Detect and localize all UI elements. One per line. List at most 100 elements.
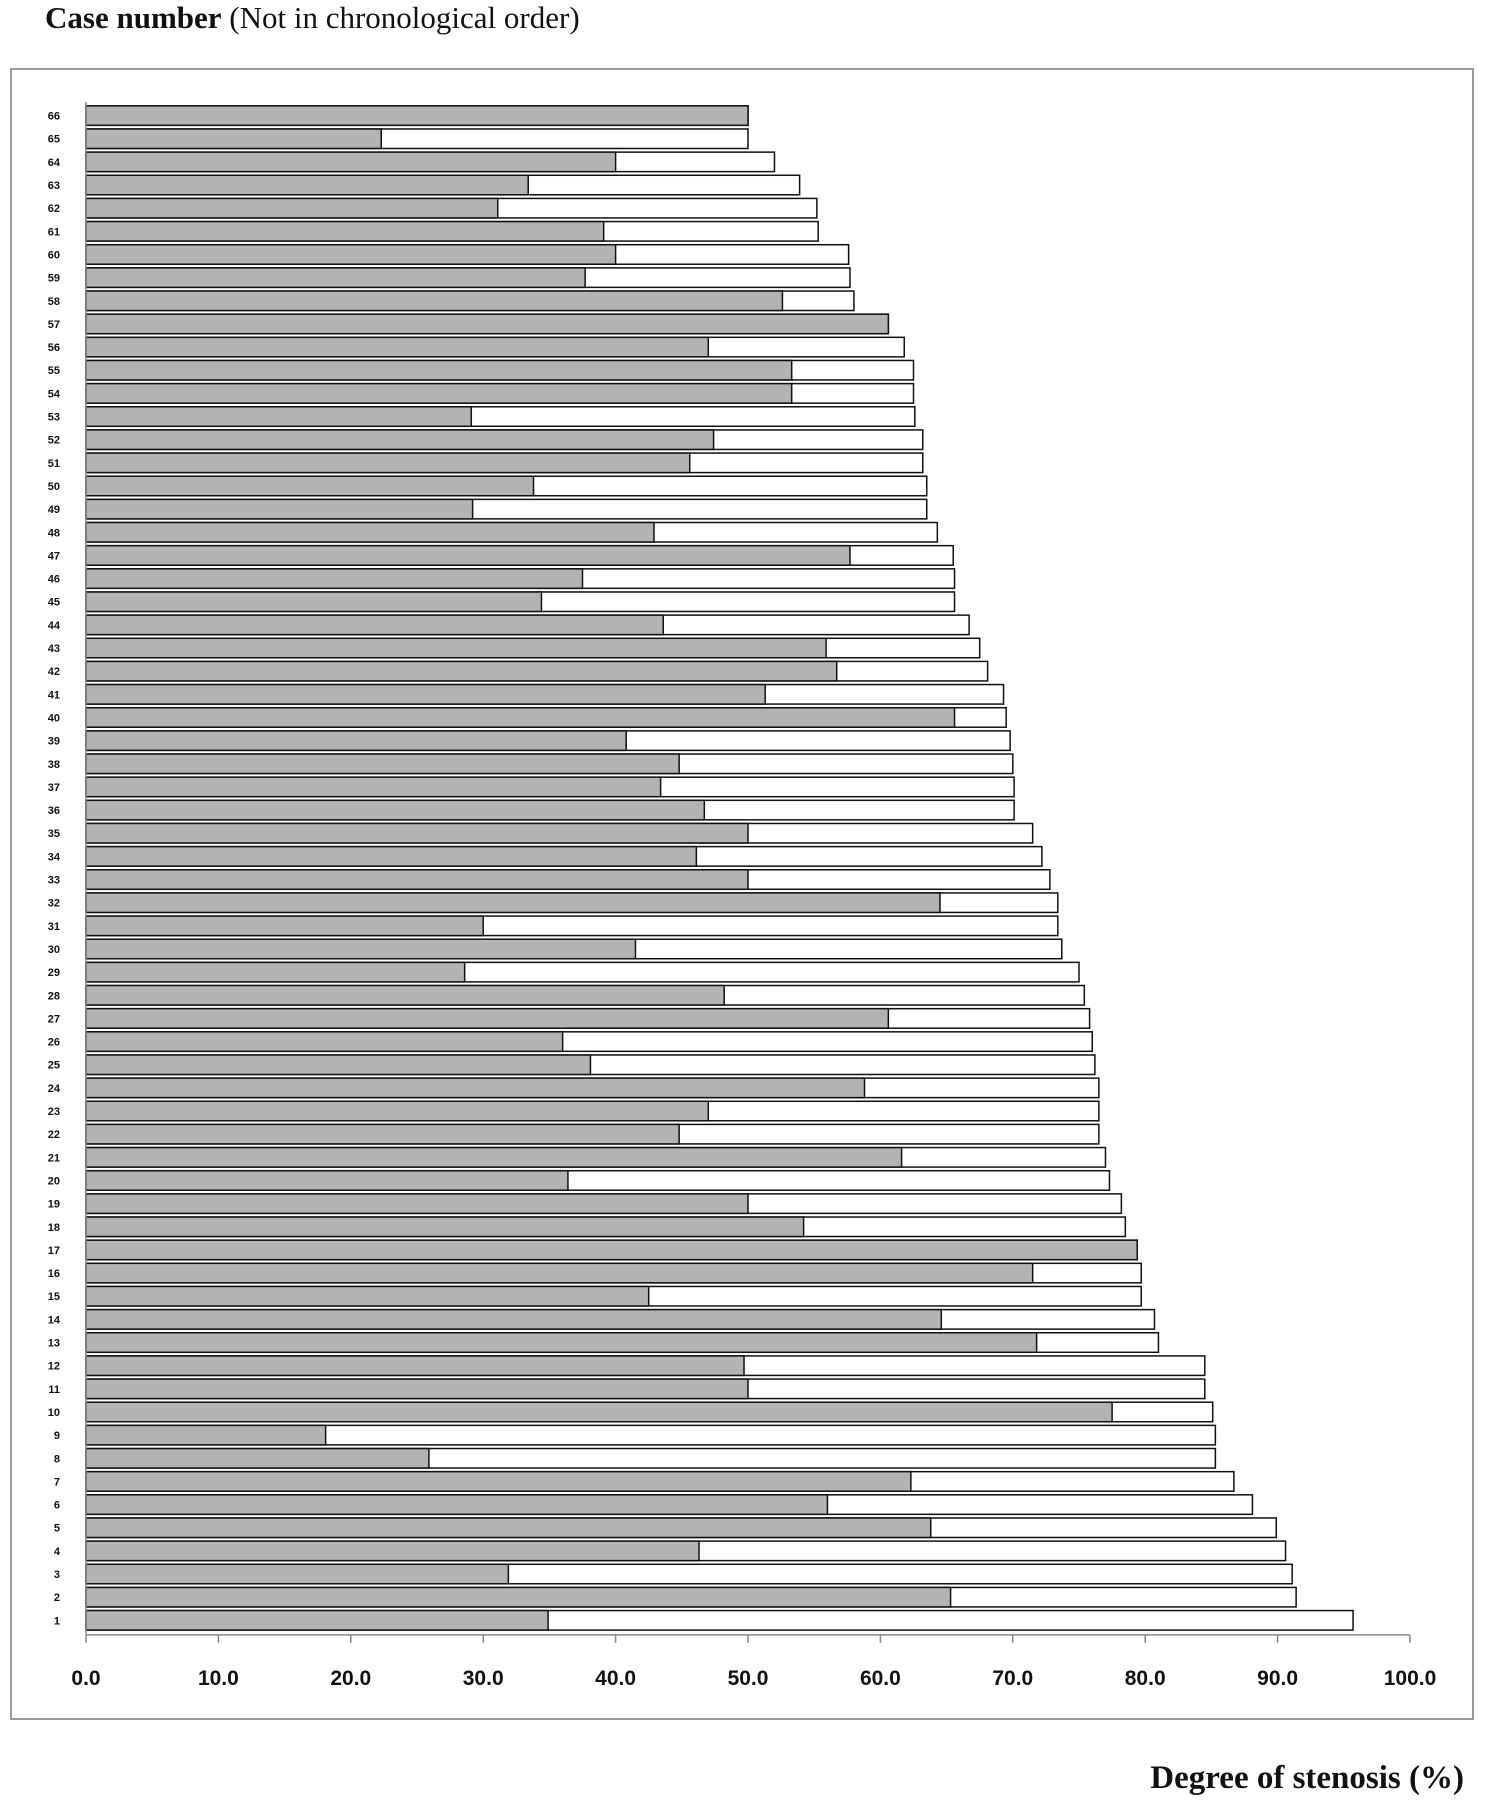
bar-inner xyxy=(85,313,890,335)
category-label: 31 xyxy=(48,921,60,933)
bar-inner xyxy=(85,1054,592,1076)
bar-inner xyxy=(85,359,793,381)
category-label: 28 xyxy=(48,990,60,1002)
category-label: 15 xyxy=(48,1291,60,1303)
bar-inner xyxy=(85,1146,903,1168)
bar-inner xyxy=(85,267,586,289)
bar-inner xyxy=(85,1332,1038,1354)
category-label: 61 xyxy=(48,226,60,238)
bar-inner xyxy=(85,799,706,821)
category-label: 32 xyxy=(48,898,60,910)
category-label: 36 xyxy=(48,805,60,817)
bar-inner xyxy=(85,961,466,983)
category-label: 41 xyxy=(48,689,60,701)
category-label: 25 xyxy=(48,1060,60,1072)
category-label: 21 xyxy=(48,1152,60,1164)
category-label: 47 xyxy=(48,550,60,562)
bar-inner xyxy=(85,1262,1034,1284)
category-label: 20 xyxy=(48,1175,60,1187)
bar-inner xyxy=(85,243,617,265)
category-label: 34 xyxy=(48,851,61,863)
category-label: 30 xyxy=(48,944,60,956)
bar-inner xyxy=(85,1470,912,1492)
category-label: 45 xyxy=(48,597,60,609)
bar-inner xyxy=(85,822,749,844)
category-label: 62 xyxy=(48,203,60,215)
category-label: 1 xyxy=(54,1615,60,1627)
chart-title-bold: Case number xyxy=(45,0,222,35)
category-label: 2 xyxy=(54,1592,60,1604)
bar-inner xyxy=(85,1285,650,1307)
bar-inner xyxy=(85,105,749,127)
bar-inner xyxy=(85,1401,1113,1423)
bar-inner xyxy=(85,475,535,497)
category-label: 10 xyxy=(48,1407,60,1419)
category-label: 64 xyxy=(48,157,61,169)
bar-inner xyxy=(85,1100,710,1122)
category-label: 43 xyxy=(48,643,60,655)
category-label: 26 xyxy=(48,1037,60,1049)
category-label: 22 xyxy=(48,1129,60,1141)
category-label: 19 xyxy=(48,1199,60,1211)
bar-inner xyxy=(85,915,484,937)
bar-inner xyxy=(85,1239,1139,1261)
category-label: 11 xyxy=(48,1384,60,1396)
category-label: 59 xyxy=(48,273,60,285)
bar-inner xyxy=(85,197,499,219)
category-label: 3 xyxy=(54,1569,60,1581)
category-label: 48 xyxy=(48,527,60,539)
category-label: 54 xyxy=(48,388,61,400)
category-label: 5 xyxy=(54,1523,60,1535)
bar-inner xyxy=(85,1077,866,1099)
bar-inner xyxy=(85,544,851,566)
bar-inner xyxy=(85,1378,749,1400)
x-tick-label: 40.0 xyxy=(595,1667,636,1690)
bar-inner xyxy=(85,128,383,150)
bar-inner xyxy=(85,1123,680,1145)
category-label: 35 xyxy=(48,828,60,840)
category-label: 42 xyxy=(48,666,60,678)
chart-title-subtitle: (Not in chronological order) xyxy=(221,0,580,35)
bar-inner xyxy=(85,637,827,659)
x-tick-label: 60.0 xyxy=(860,1667,901,1690)
x-tick-label: 10.0 xyxy=(198,1667,239,1690)
bar-inner xyxy=(85,406,473,428)
category-label: 13 xyxy=(48,1338,60,1350)
bar-inner xyxy=(85,498,474,520)
chart-title: Case number (Not in chronological order) xyxy=(45,0,580,36)
category-label: 4 xyxy=(54,1546,61,1558)
bar-inner xyxy=(85,1540,700,1562)
category-label: 51 xyxy=(48,458,60,470)
bar-inner xyxy=(85,869,749,891)
category-label: 37 xyxy=(48,782,60,794)
category-label: 24 xyxy=(48,1083,61,1095)
x-tick-label: 80.0 xyxy=(1125,1667,1166,1690)
category-label: 8 xyxy=(54,1453,60,1465)
bar-inner xyxy=(85,683,766,705)
category-label: 66 xyxy=(48,111,60,123)
category-label: 38 xyxy=(48,759,60,771)
bar-inner xyxy=(85,1563,510,1585)
category-label: 58 xyxy=(48,296,60,308)
bar-inner xyxy=(85,1031,564,1053)
category-label: 52 xyxy=(48,435,60,447)
bar-inner xyxy=(85,1517,932,1539)
category-label: 39 xyxy=(48,736,60,748)
category-label: 9 xyxy=(54,1430,60,1442)
bar-inner xyxy=(85,382,793,404)
bar-inner xyxy=(85,1007,890,1029)
category-label: 33 xyxy=(48,875,60,887)
bar-inner xyxy=(85,1216,805,1238)
x-tick-label: 20.0 xyxy=(330,1667,371,1690)
bar-inner xyxy=(85,984,725,1006)
bar-inner xyxy=(85,1308,943,1330)
category-label: 60 xyxy=(48,249,60,261)
bar-inner xyxy=(85,614,665,636)
bar-inner xyxy=(85,1494,829,1516)
category-label: 46 xyxy=(48,574,60,586)
bar-inner xyxy=(85,568,584,590)
category-label: 50 xyxy=(48,481,60,493)
x-tick-label: 30.0 xyxy=(463,1667,504,1690)
bar-inner xyxy=(85,220,605,242)
x-axis-label: Degree of stenosis (%) xyxy=(1150,1760,1464,1796)
